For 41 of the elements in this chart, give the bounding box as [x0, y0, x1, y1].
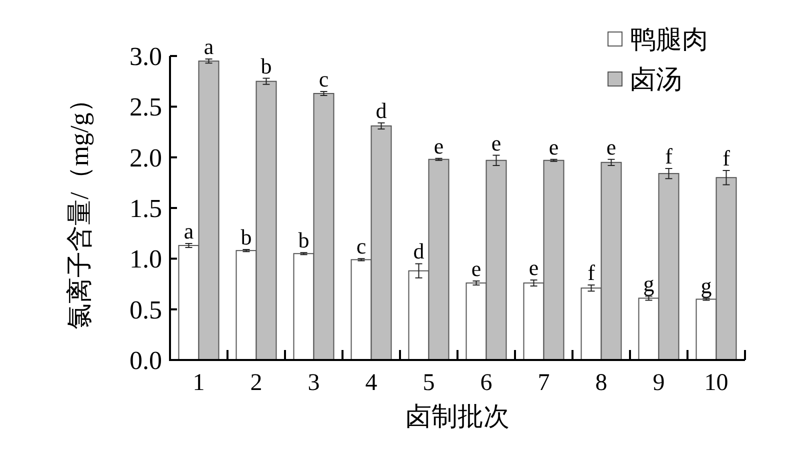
- x-tick-label: 1: [192, 370, 205, 396]
- x-tick-label: 5: [422, 370, 435, 396]
- y-tick-label: 3.0: [130, 42, 162, 71]
- annotation: b: [260, 53, 272, 78]
- annotation: d: [376, 98, 387, 123]
- annotation: e: [491, 130, 502, 156]
- y-tick-label: 0.0: [130, 346, 162, 375]
- y-tick-label: 2.5: [130, 92, 162, 122]
- y-tick-label: 1.0: [130, 244, 162, 274]
- annotation: e: [434, 133, 444, 158]
- x-axis-title: 卤制批次: [406, 402, 510, 431]
- annotation: f: [588, 260, 596, 286]
- x-tick-label: 2: [250, 370, 262, 396]
- annotation: b: [240, 224, 252, 250]
- annotation: f: [722, 146, 731, 171]
- annotation: g: [700, 273, 712, 298]
- y-tick-label: 2.0: [130, 143, 162, 172]
- annotation: d: [413, 238, 424, 264]
- x-tick-label: 10: [704, 370, 728, 396]
- annotation: b: [298, 228, 310, 253]
- annotation: c: [356, 234, 366, 259]
- annotation: f: [665, 143, 674, 168]
- annotation: e: [548, 134, 559, 160]
- annotation: c: [318, 66, 329, 92]
- legend-label: 卤汤: [630, 65, 682, 94]
- x-tick-label: 6: [480, 370, 492, 396]
- annotation: a: [204, 34, 214, 60]
- annotation: e: [606, 134, 616, 160]
- x-tick-label: 7: [538, 370, 550, 396]
- annotation: e: [528, 254, 539, 280]
- y-tick-label: 0.5: [130, 295, 162, 324]
- y-tick-label: 1.5: [130, 194, 162, 223]
- annotation: g: [643, 271, 654, 296]
- annotation: a: [184, 218, 194, 244]
- x-tick-label: 9: [652, 370, 665, 396]
- x-tick-label: 3: [308, 370, 320, 396]
- x-tick-label: 8: [595, 370, 608, 396]
- legend-label: 鸭腿肉: [630, 25, 708, 54]
- y-axis-title: 氯离子含量/（mg/g）: [65, 86, 94, 330]
- annotation: e: [471, 256, 482, 281]
- x-tick-label: 4: [365, 370, 378, 396]
